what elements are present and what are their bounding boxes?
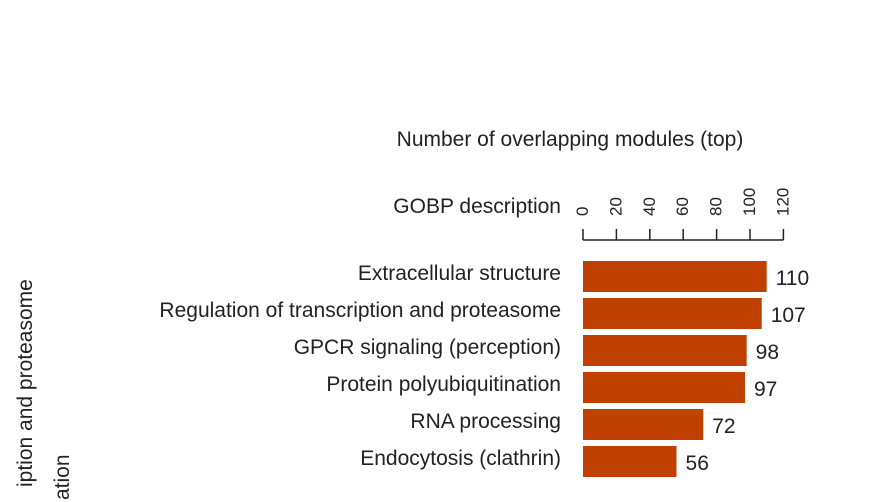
category-label-4: RNA processing bbox=[410, 410, 561, 433]
x-tick-label-80: 80 bbox=[707, 197, 726, 216]
bar-1 bbox=[583, 298, 762, 329]
x-tick-label-100: 100 bbox=[740, 188, 759, 216]
value-label-0: 110 bbox=[776, 267, 809, 290]
bars-group: Extracellular structure 110 Regulation of … bbox=[159, 261, 809, 477]
category-header: GOBP description bbox=[393, 195, 561, 218]
bar-2 bbox=[583, 335, 747, 366]
category-label-0: Extracellular structure bbox=[358, 262, 561, 285]
x-tick-label-60: 60 bbox=[673, 197, 692, 216]
category-label-2: GPCR signaling (perception) bbox=[294, 336, 561, 359]
bar-3 bbox=[583, 372, 745, 403]
category-label-3: Protein polyubiquitination bbox=[326, 373, 561, 396]
category-label-1: Regulation of transcription and proteaso… bbox=[159, 299, 561, 322]
category-label-5: Endocytosis (clathrin) bbox=[360, 447, 561, 470]
x-axis: 0 20 40 60 80 100 120 bbox=[573, 188, 792, 241]
bar-4 bbox=[583, 409, 704, 440]
value-label-5: 56 bbox=[686, 452, 709, 475]
value-label-2: 98 bbox=[756, 341, 779, 364]
x-tick-label-20: 20 bbox=[606, 197, 625, 216]
x-tick-label-40: 40 bbox=[640, 197, 659, 216]
bar-0 bbox=[583, 261, 767, 292]
bar-5 bbox=[583, 446, 677, 477]
value-label-4: 72 bbox=[712, 415, 735, 438]
chart-title: Number of overlapping modules (top) bbox=[397, 128, 744, 151]
value-label-1: 107 bbox=[771, 304, 806, 327]
value-label-3: 97 bbox=[754, 378, 777, 401]
x-tick-label-120: 120 bbox=[773, 188, 792, 216]
x-tick-label-0: 0 bbox=[573, 207, 592, 216]
